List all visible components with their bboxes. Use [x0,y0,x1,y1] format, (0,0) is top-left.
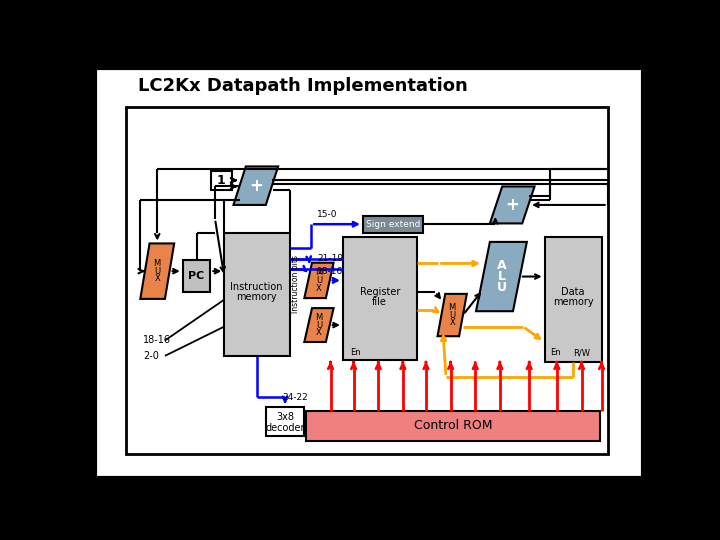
Polygon shape [438,294,467,336]
Text: U: U [316,321,322,329]
Bar [306,411,600,441]
Text: 24-22: 24-22 [283,393,308,402]
Text: 3x8: 3x8 [276,413,294,422]
Text: A: A [497,259,506,272]
Polygon shape [305,262,333,298]
Bar [224,233,289,356]
Text: memory: memory [553,297,593,307]
Text: M: M [153,259,161,268]
Bar [544,237,601,362]
Text: +: + [249,177,263,195]
Text: X: X [154,274,160,284]
Text: M: M [315,268,323,277]
Text: M: M [315,313,323,322]
Text: Instruction bits: Instruction bits [291,255,300,313]
Text: PC: PC [189,271,204,281]
Text: R/W: R/W [573,348,590,357]
Text: L: L [498,270,505,283]
Text: memory: memory [236,292,277,302]
Polygon shape [490,186,534,224]
Text: 18-16: 18-16 [143,335,171,346]
Text: 18-16: 18-16 [318,267,343,275]
Text: U: U [154,267,161,275]
Text: decoder: decoder [265,423,305,433]
Bar [363,215,423,233]
Text: file: file [372,297,387,307]
Text: M: M [449,303,456,312]
Text: U: U [449,310,455,320]
Polygon shape [233,166,278,205]
Text: X: X [316,328,322,338]
Bar [127,107,608,454]
Text: Data: Data [562,287,585,297]
Text: Register: Register [359,287,400,297]
Text: U: U [497,281,506,294]
Text: En: En [550,348,561,357]
Text: Control ROM: Control ROM [414,420,492,433]
Text: +: + [505,196,519,214]
Bar [343,237,417,361]
Polygon shape [305,308,333,342]
Polygon shape [476,242,527,311]
Text: U: U [316,276,322,285]
Text: LC2Kx Datapath Implementation: LC2Kx Datapath Implementation [138,77,468,96]
Text: Instruction: Instruction [230,281,283,292]
Bar [266,407,305,436]
Text: 2-0: 2-0 [143,351,159,361]
Text: En: En [350,348,361,357]
Text: 21-19: 21-19 [318,254,343,264]
Text: Sign extend: Sign extend [366,220,420,229]
Text: 1: 1 [217,174,225,187]
Text: X: X [449,318,455,327]
Bar [183,260,210,292]
Polygon shape [140,244,174,299]
Text: 15-0: 15-0 [318,210,338,219]
Text: X: X [316,284,322,293]
Bar [211,171,232,190]
